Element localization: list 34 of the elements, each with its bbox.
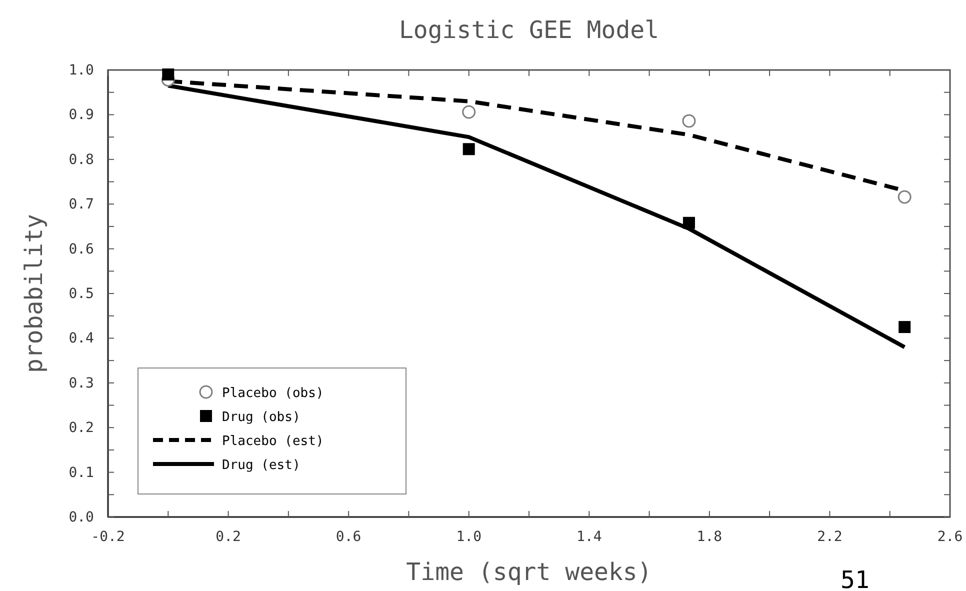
y-tick-label: 0.6 [68,241,94,258]
x-tick-label: -0.2 [91,528,125,545]
y-tick-label: 0.3 [68,375,94,392]
legend-label: Drug (est) [222,458,300,473]
point [898,321,911,334]
x-tick-label: 1.4 [576,528,602,545]
x-tick-label: 2.6 [937,528,963,545]
chart-title: Logistic GEE Model [398,16,660,44]
x-tick-label: 0.6 [336,528,362,545]
y-tick-label: 0.5 [68,286,94,302]
y-tick-label: 0.0 [68,509,94,526]
point [682,216,695,229]
point [162,68,174,80]
legend-label: Placebo (est) [222,434,324,449]
legend-label: Placebo (obs) [222,386,324,401]
x-tick-label: 0.2 [216,528,241,545]
y-tick-label: 0.8 [68,152,94,168]
y-tick-label: 0.4 [68,330,94,347]
point [682,114,696,128]
point [898,190,912,204]
x-tick-label: 1.0 [456,528,482,545]
x-tick-label: 2.2 [817,528,842,545]
y-axis-title: probability [20,214,48,373]
y-tick-label: 0.2 [68,420,94,436]
y-tick-label: 1.0 [68,62,94,78]
point [462,143,475,156]
point [462,105,476,119]
legend-label: Drug (obs) [222,410,300,425]
text: 51 [840,566,870,591]
x-axis-title: Time (sqrt weeks) [406,558,652,586]
y-tick-label: 0.9 [68,107,94,124]
y-tick-label: 0.1 [68,464,94,481]
x-tick-label: 1.8 [696,528,722,545]
y-tick-label: 0.7 [68,196,94,213]
